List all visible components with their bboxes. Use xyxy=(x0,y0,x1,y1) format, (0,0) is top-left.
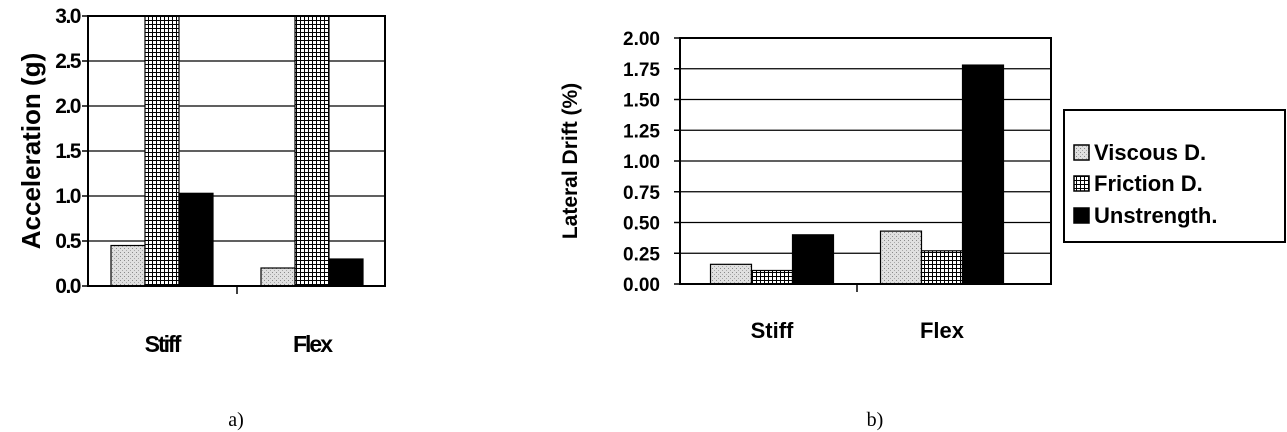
chart-a-y-axis-label: Acceleration (g) xyxy=(16,53,46,250)
bar-viscous-flex xyxy=(260,267,296,287)
bar-friction-stiff xyxy=(144,15,180,287)
legend: Viscous D. Friction D. Unstrength. xyxy=(1063,109,1286,243)
y-tick-label: 0.00 xyxy=(623,275,660,296)
y-tick-label: 1.0 xyxy=(55,185,81,208)
legend-label-unstrength: Unstrength. xyxy=(1094,203,1217,228)
bar-unstrength-flex xyxy=(328,258,364,287)
legend-swatch-friction xyxy=(1073,175,1090,192)
y-tick-label: 2.0 xyxy=(55,95,81,118)
chart-b-y-axis-label: Lateral Drift (%) xyxy=(559,83,582,239)
y-tick-label: 0.5 xyxy=(55,230,82,253)
legend-label-viscous: Viscous D. xyxy=(1094,140,1206,165)
x-tick-label: Flex xyxy=(920,318,965,343)
legend-swatch-unstrength xyxy=(1073,207,1090,224)
legend-box xyxy=(1063,109,1286,243)
legend-swatch-viscous xyxy=(1073,144,1090,161)
chart-b-x-ticks: Stiff Flex xyxy=(751,284,965,343)
y-tick-label: 1.25 xyxy=(623,121,660,142)
y-tick-label: 1.00 xyxy=(623,152,660,173)
y-tick-label: 0.50 xyxy=(623,214,660,235)
y-tick-label: 0.0 xyxy=(55,275,81,298)
x-tick-label: Stiff xyxy=(751,318,794,343)
chart-a: 0.0 0.5 1.0 1.5 2.0 2.5 3.0 Stiff Flex Accelera… xyxy=(16,5,386,431)
chart-b-panel-label: b) xyxy=(867,409,884,431)
chart-a-y-ticks: 0.0 0.5 1.0 1.5 2.0 2.5 3.0 xyxy=(55,5,88,298)
x-tick-label: Stiff xyxy=(145,331,182,357)
chart-b-y-ticks: 0.00 0.25 0.50 0.75 1.00 1.25 1.50 1.75 2.00 xyxy=(623,29,680,296)
bar-unstrength-flex xyxy=(961,64,1005,285)
bar-friction-flex xyxy=(294,15,330,287)
y-tick-label: 0.75 xyxy=(623,183,660,204)
y-tick-label: 2.5 xyxy=(55,50,82,73)
y-tick-label: 3.0 xyxy=(55,5,81,28)
bar-friction-stiff xyxy=(750,269,794,285)
y-tick-label: 0.25 xyxy=(623,244,660,265)
x-tick-label: Flex xyxy=(293,331,333,357)
bar-viscous-stiff xyxy=(709,263,753,285)
chart-a-x-ticks: Stiff Flex xyxy=(145,286,335,357)
bar-unstrength-stiff xyxy=(178,192,214,287)
bar-unstrength-stiff xyxy=(791,234,835,285)
bar-friction-flex xyxy=(920,250,964,285)
legend-label-friction: Friction D. xyxy=(1094,171,1203,196)
chart-b: 0.00 0.25 0.50 0.75 1.00 1.25 1.50 1.75 2.00 Sti… xyxy=(559,29,1052,431)
chart-a-gridlines xyxy=(88,60,385,242)
bar-viscous-stiff xyxy=(110,244,146,287)
y-tick-label: 1.50 xyxy=(623,91,660,112)
chart-b-bars xyxy=(709,64,1005,285)
bar-viscous-flex xyxy=(879,230,923,285)
chart-a-bars xyxy=(110,15,364,287)
y-tick-label: 1.75 xyxy=(623,60,660,81)
y-tick-label: 2.00 xyxy=(623,29,660,50)
chart-a-panel-label: a) xyxy=(228,409,244,431)
y-tick-label: 1.5 xyxy=(55,140,82,163)
